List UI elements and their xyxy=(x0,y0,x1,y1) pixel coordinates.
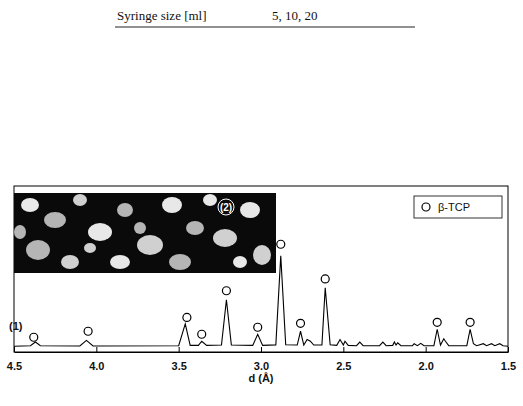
inset-background xyxy=(14,193,276,273)
x-tick: 3.0 xyxy=(254,347,269,372)
x-tick: 1.5 xyxy=(501,347,516,372)
legend-label: β-TCP xyxy=(438,201,470,213)
grain xyxy=(134,222,146,234)
x-tick-label: 1.5 xyxy=(501,360,516,372)
x-tick-mark xyxy=(343,347,344,352)
x-tick-label: 4.5 xyxy=(7,360,22,372)
grain xyxy=(26,240,50,260)
x-tick-mark xyxy=(426,347,427,352)
grain xyxy=(61,255,79,269)
grain xyxy=(88,223,112,241)
peak-marker xyxy=(222,287,230,295)
annotation: (1) xyxy=(9,320,23,332)
figure: Syringe size [ml] 5, 10, 20 4.5 4.0 3.5 3.0 2.… xyxy=(0,0,523,406)
grain xyxy=(117,203,133,217)
annotation-ring xyxy=(218,199,234,215)
inset-photo xyxy=(14,193,276,273)
x-tick-label: 3.0 xyxy=(254,360,269,372)
grain xyxy=(14,225,26,239)
legend: β-TCP xyxy=(414,196,502,218)
x-tick-mark xyxy=(96,347,97,352)
peak-marker xyxy=(466,318,474,326)
grain xyxy=(73,194,87,206)
x-tick-label: 2.0 xyxy=(419,360,434,372)
grain xyxy=(240,202,260,218)
grain xyxy=(213,229,237,247)
x-tick: 3.5 xyxy=(172,347,187,372)
x-tick: 2.5 xyxy=(336,347,351,372)
table-cell: 5, 10, 20 xyxy=(272,8,318,23)
grain xyxy=(233,256,247,268)
x-tick-label: 2.5 xyxy=(336,360,351,372)
plot-frame xyxy=(14,186,508,352)
chart-root: Syringe size [ml] 5, 10, 20 4.5 4.0 3.5 3.0 2.… xyxy=(0,0,523,406)
grain xyxy=(21,198,39,212)
x-tick-mark xyxy=(508,347,509,352)
x-tick-mark xyxy=(14,347,15,352)
peak-marker xyxy=(297,319,305,327)
grain xyxy=(186,221,204,235)
x-tick-mark xyxy=(261,347,262,352)
annotation: (2) xyxy=(220,202,232,213)
x-tick: 4.5 xyxy=(7,347,22,372)
x-tick: 2.0 xyxy=(419,347,434,372)
grain xyxy=(110,255,130,269)
legend-marker xyxy=(422,203,430,211)
peak-marker xyxy=(30,333,38,341)
axis-line xyxy=(15,352,509,353)
peak-marker xyxy=(254,323,262,331)
x-tick-mark xyxy=(179,347,180,352)
table-fragment: Syringe size [ml] 5, 10, 20 xyxy=(115,8,415,27)
grain xyxy=(137,235,163,255)
grain xyxy=(169,254,191,270)
x-tick: 4.0 xyxy=(89,347,104,372)
legend-box xyxy=(414,196,502,218)
peak-marker xyxy=(433,318,441,326)
peak-marker xyxy=(183,313,191,321)
peak-marker xyxy=(321,275,329,283)
x-axis-title: d (Å) xyxy=(248,372,273,384)
grain xyxy=(162,197,182,213)
pattern-line xyxy=(14,256,508,346)
peak-marker xyxy=(198,330,206,338)
table-cell: Syringe size [ml] xyxy=(117,8,207,23)
peak-marker xyxy=(277,240,285,248)
grain xyxy=(253,245,271,265)
x-tick-label: 3.5 xyxy=(172,360,187,372)
grain xyxy=(84,243,96,253)
x-tick-label: 4.0 xyxy=(89,360,104,372)
peak-marker xyxy=(84,327,92,335)
grain xyxy=(203,194,217,206)
x-axis: 4.5 4.0 3.5 3.0 2.5 2.0 1.5 xyxy=(7,347,516,372)
plot-data xyxy=(14,240,508,346)
table-rule xyxy=(115,27,415,28)
grain xyxy=(44,212,66,228)
